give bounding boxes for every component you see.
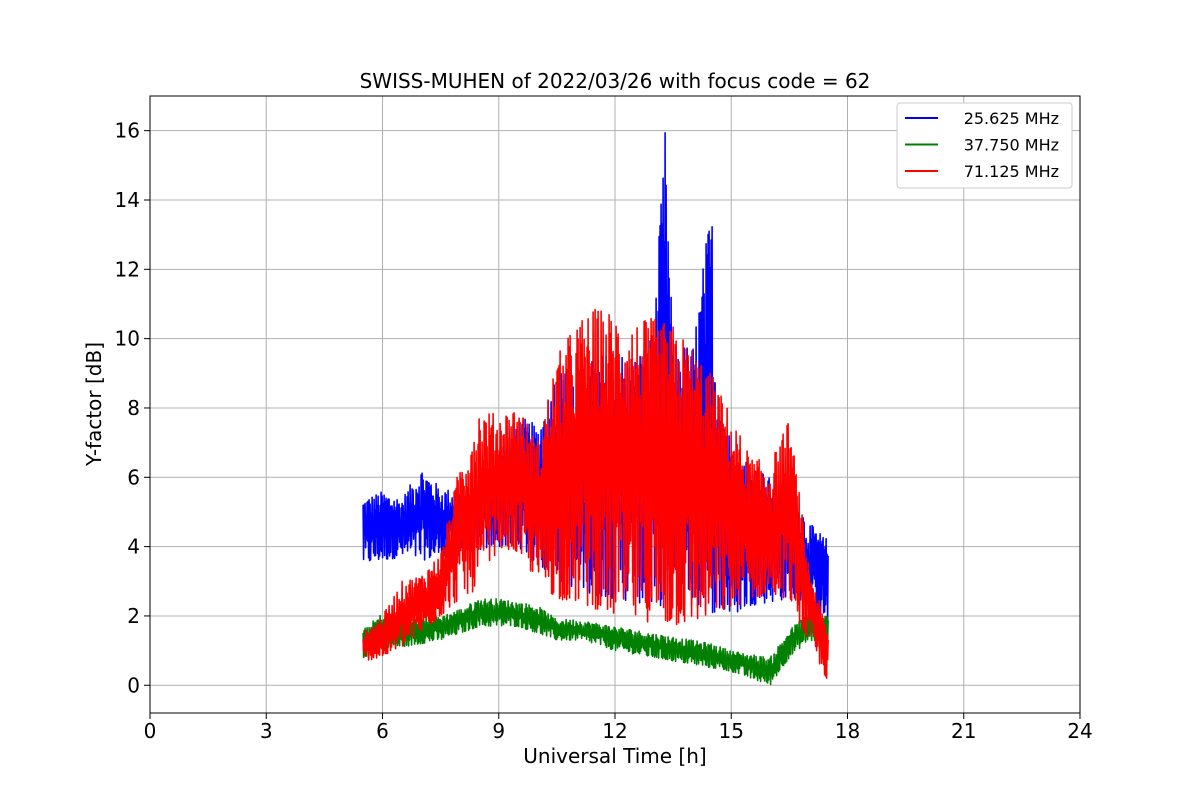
y-tick-label: 8 xyxy=(127,396,140,420)
x-tick-label: 6 xyxy=(376,719,389,743)
legend-items: 25.625 MHz 37.750 MHz 71.125 MHz xyxy=(905,109,1059,181)
y-tick-label: 4 xyxy=(127,535,140,559)
x-tick-label: 24 xyxy=(1067,719,1092,743)
y-tick-label: 6 xyxy=(127,465,140,489)
series-layer xyxy=(362,132,829,686)
y-tick-label: 14 xyxy=(115,188,140,212)
legend: 25.625 MHz 37.750 MHz 71.125 MHz xyxy=(896,102,1073,189)
legend-label: 37.750 MHz xyxy=(964,136,1059,155)
legend-label: 25.625 MHz xyxy=(964,109,1059,128)
x-tick-label: 9 xyxy=(492,719,505,743)
x-tick-label: 18 xyxy=(835,719,860,743)
y-tick-label: 2 xyxy=(127,604,140,628)
y-tick-label: 10 xyxy=(115,327,140,351)
series-line-3 xyxy=(362,308,829,679)
legend-label: 71.125 MHz xyxy=(964,162,1059,181)
series-line-2 xyxy=(362,597,829,686)
x-tick-label: 21 xyxy=(951,719,976,743)
legend-box xyxy=(896,102,1073,189)
y-tick-label: 16 xyxy=(115,119,140,143)
chart-title: SWISS-MUHEN of 2022/03/26 with focus cod… xyxy=(360,69,871,93)
y-tick-label: 12 xyxy=(115,257,140,281)
x-tick-label: 12 xyxy=(602,719,627,743)
x-axis-label: Universal Time [h] xyxy=(523,744,706,768)
x-tick-label: 0 xyxy=(144,719,157,743)
y-tick-label: 0 xyxy=(127,673,140,697)
x-tick-label: 3 xyxy=(260,719,273,743)
y-axis-label: Y-factor [dB] xyxy=(82,342,106,467)
x-tick-label: 15 xyxy=(719,719,744,743)
